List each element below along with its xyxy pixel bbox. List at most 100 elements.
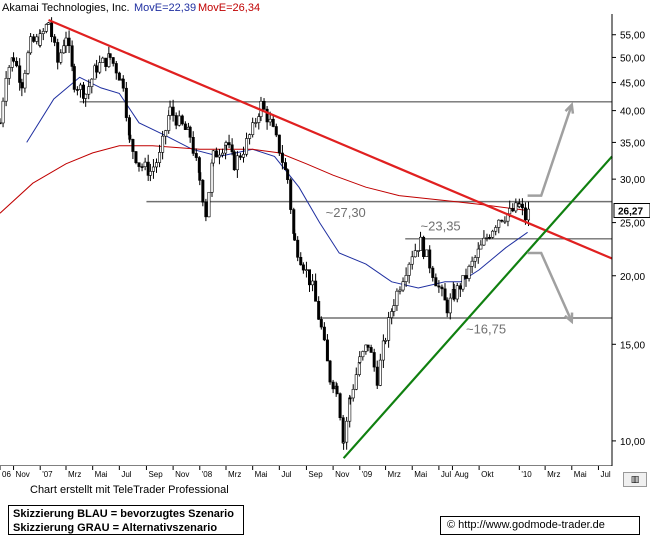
candle-body bbox=[254, 122, 258, 124]
candle-body bbox=[18, 65, 22, 83]
candle-body bbox=[84, 93, 88, 99]
candle-body bbox=[378, 359, 382, 386]
candle-body bbox=[314, 280, 318, 302]
candle-body bbox=[461, 275, 465, 290]
candle-body bbox=[38, 33, 42, 46]
candle-body bbox=[20, 82, 24, 89]
candle-body bbox=[448, 297, 452, 314]
candle-body bbox=[434, 277, 438, 287]
candle-body bbox=[286, 169, 290, 180]
candle-body bbox=[140, 166, 144, 168]
candle-body bbox=[98, 62, 102, 73]
candle-body bbox=[47, 22, 51, 25]
candle-body bbox=[44, 24, 48, 32]
candle-body bbox=[514, 202, 518, 212]
y-tick-label: 50,00 bbox=[620, 53, 645, 64]
last-price-label: 26,27 bbox=[618, 207, 643, 218]
candle-body bbox=[72, 66, 76, 90]
candle-body bbox=[12, 57, 16, 62]
candle-body bbox=[271, 118, 275, 127]
candle-body bbox=[134, 151, 138, 163]
candle-body bbox=[381, 340, 385, 361]
candle-body bbox=[158, 152, 162, 163]
candle-body bbox=[26, 52, 30, 74]
candle-body bbox=[90, 78, 94, 87]
y-tick-label: 15,00 bbox=[620, 340, 645, 351]
x-tick-label: Jul bbox=[600, 470, 610, 479]
candle-body bbox=[437, 285, 441, 288]
bull-scenario-arrow bbox=[527, 104, 573, 197]
candle-body bbox=[364, 344, 368, 352]
candle-body bbox=[117, 72, 121, 81]
x-tick-label: '07 bbox=[42, 470, 53, 479]
x-tick-label: Mrz bbox=[228, 470, 241, 479]
candle-body bbox=[241, 153, 245, 158]
chart-type-icon[interactable]: ▥ bbox=[623, 472, 647, 487]
candle-body bbox=[207, 191, 211, 218]
x-axis-band bbox=[0, 466, 650, 483]
candle-body bbox=[268, 118, 272, 123]
candle-body bbox=[319, 319, 323, 328]
y-tick-label: 10,00 bbox=[620, 437, 645, 448]
candle-body bbox=[274, 126, 278, 136]
trendlines bbox=[48, 19, 613, 459]
candle-body bbox=[124, 87, 128, 118]
candle-body bbox=[503, 220, 507, 223]
x-tick-label: Mai bbox=[414, 470, 427, 479]
arrow-head bbox=[564, 312, 574, 325]
candle-body bbox=[304, 269, 308, 271]
candle-body bbox=[520, 203, 524, 209]
candle-body bbox=[168, 106, 172, 116]
candle-body bbox=[191, 136, 195, 154]
ma-red-line bbox=[0, 145, 528, 214]
candle-body bbox=[0, 122, 2, 125]
candle-body bbox=[29, 36, 33, 54]
x-tick-label: '10 bbox=[521, 470, 532, 479]
candle-body bbox=[322, 326, 326, 341]
candle-body bbox=[500, 219, 504, 222]
candle-body bbox=[194, 153, 198, 158]
candle-body bbox=[470, 260, 474, 267]
candle-body bbox=[232, 151, 236, 171]
source-url[interactable]: © http://www.godmode-trader.de bbox=[440, 516, 640, 535]
candle-body bbox=[464, 275, 468, 279]
x-tick-label: Sep bbox=[148, 470, 163, 479]
legend-line-grey: Skizzierung GRAU = Alternativszenario bbox=[13, 522, 218, 534]
y-tick-label: 45,00 bbox=[620, 79, 645, 90]
candle-body bbox=[180, 115, 184, 125]
x-tick-label: Aug bbox=[454, 470, 468, 479]
candle-body bbox=[351, 388, 355, 399]
chart-title-company: Akamai Technologies, Inc. bbox=[2, 2, 130, 14]
candle-body bbox=[230, 144, 234, 153]
candle-body bbox=[445, 299, 449, 314]
candle-body bbox=[95, 65, 99, 73]
candle-body bbox=[413, 250, 417, 258]
candle-body bbox=[108, 53, 112, 58]
x-tick-label: Nov bbox=[16, 470, 30, 479]
legend-line-blue: Skizzierung BLAU = bevorzugtes Szenario bbox=[13, 508, 234, 520]
candle-body bbox=[137, 162, 141, 167]
y-tick-label: 30,00 bbox=[620, 175, 645, 186]
candle-body bbox=[280, 152, 284, 163]
candle-body bbox=[384, 340, 388, 342]
candle-body bbox=[101, 57, 105, 63]
scenario-legend: Skizzierung BLAU = bevorzugtes Szenario … bbox=[8, 505, 244, 535]
x-tick-label: Nov bbox=[335, 470, 349, 479]
candle-body bbox=[431, 267, 435, 278]
candle-body bbox=[188, 126, 192, 138]
candle-body bbox=[277, 134, 281, 154]
candle-body bbox=[265, 108, 269, 123]
candle-body bbox=[428, 249, 432, 269]
candle-body bbox=[177, 115, 181, 126]
candle-body bbox=[357, 362, 361, 375]
horizontal-levels bbox=[79, 101, 612, 319]
candle-body bbox=[348, 397, 352, 400]
candle-body bbox=[293, 233, 297, 241]
candle-body bbox=[390, 311, 394, 318]
downtrend-line bbox=[48, 19, 613, 260]
ma-blue-legend: MovE=22,39 bbox=[134, 2, 196, 14]
candle-body bbox=[527, 208, 531, 221]
candle-body bbox=[443, 288, 447, 301]
candle-body bbox=[440, 286, 444, 290]
x-tick-label: Sep bbox=[308, 470, 323, 479]
